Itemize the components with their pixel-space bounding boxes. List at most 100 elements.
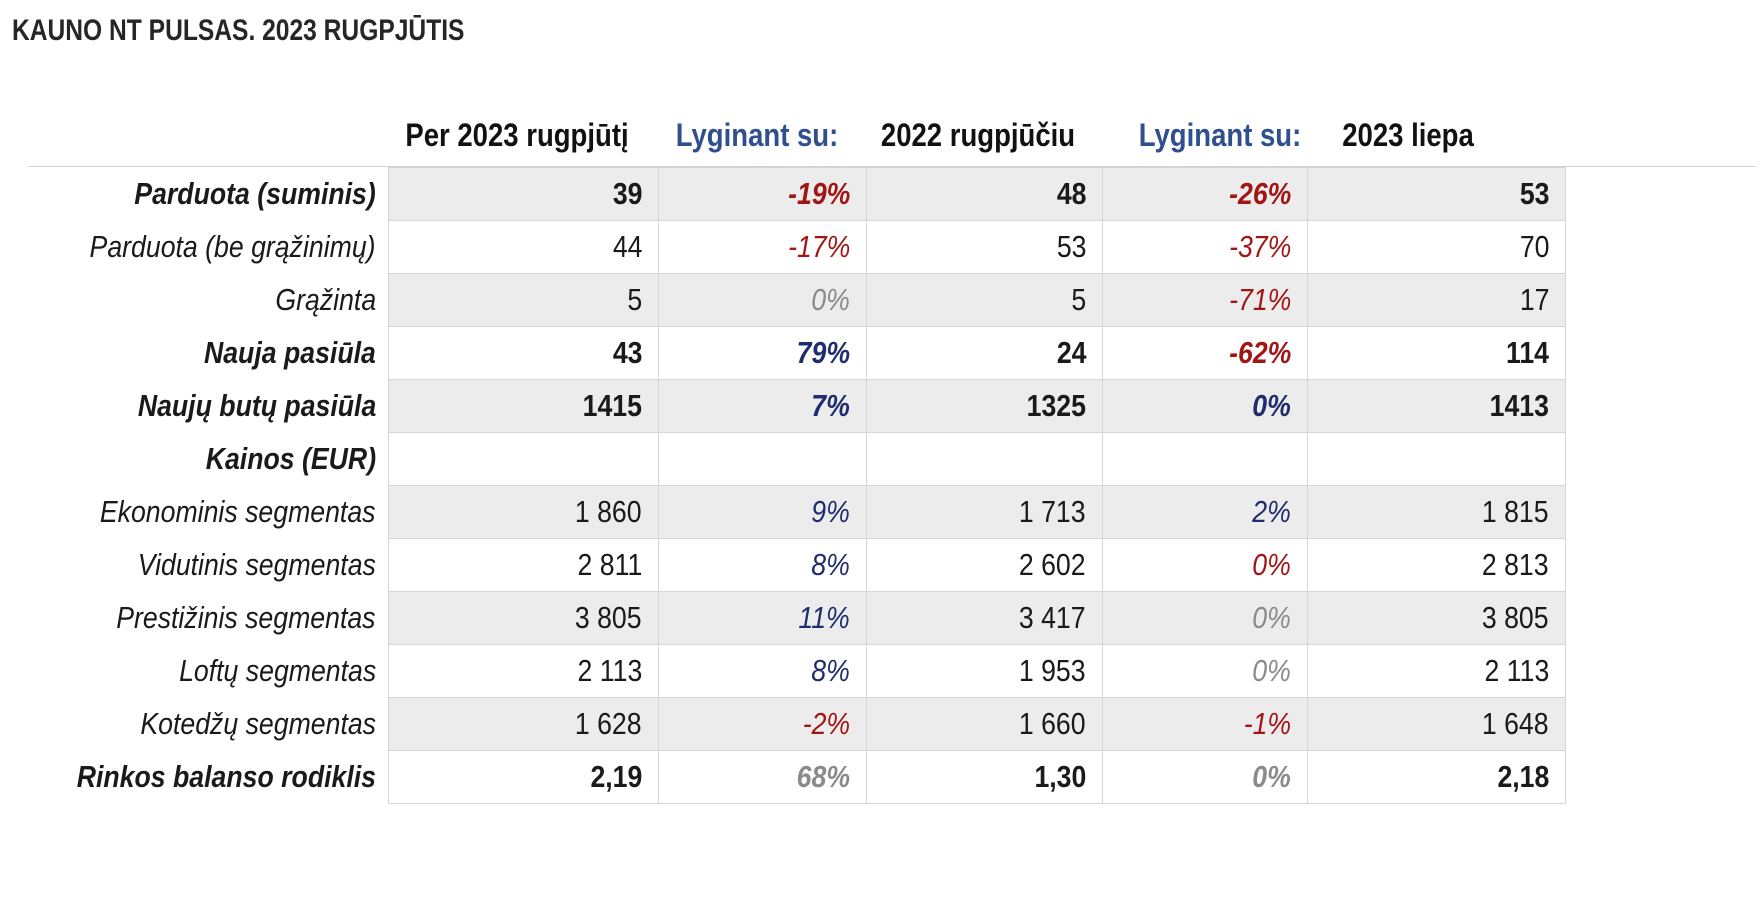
row-label: Parduota (be grąžinimų): [89, 229, 376, 264]
prev-month-value-cell: 2,18: [1306, 750, 1566, 804]
change-vs-prev-year-cell: -2%: [657, 697, 867, 751]
prev-year-value-text: 1 660: [1019, 706, 1086, 741]
change-vs-prev-month-cell: 0%: [1101, 644, 1308, 698]
row-label: Vidutinis segmentas: [137, 547, 376, 582]
change-vs-prev-year-cell: 0%: [657, 273, 867, 327]
row-label: Nauja pasiūla: [204, 335, 376, 370]
prev-year-value-cell: 1 660: [865, 697, 1103, 751]
change-vs-prev-year-text: -17%: [787, 229, 850, 264]
prev-year-value-cell: 1325: [865, 379, 1103, 433]
row-label: Grąžinta: [28, 274, 388, 327]
prev-year-value-text: 24: [1056, 335, 1086, 370]
current-value-cell: 3 805: [387, 591, 659, 645]
table-row: Naujų butų pasiūla 1415 7% 1325 0% 1413: [28, 379, 1566, 433]
change-vs-prev-year-text: 8%: [811, 547, 850, 582]
row-label: Naujų butų pasiūla: [137, 388, 376, 423]
column-header-row: Per 2023 rugpjūtį Lyginant su: 2022 rugp…: [0, 112, 1760, 158]
current-value-text: 3 805: [575, 600, 642, 635]
current-value-cell: 1415: [387, 379, 659, 433]
change-vs-prev-year-cell: 79%: [657, 326, 867, 380]
change-vs-prev-month-cell: -26%: [1101, 167, 1308, 221]
prev-year-value-text: 1325: [1026, 388, 1086, 423]
prev-year-value-cell: [865, 432, 1103, 486]
header-prev-month: 2023 liepa: [1342, 117, 1474, 153]
prev-month-value-cell: [1306, 432, 1566, 486]
prev-year-value-cell: 5: [865, 273, 1103, 327]
change-vs-prev-month-text: -62%: [1228, 335, 1291, 370]
prev-month-value-cell: 2 113: [1306, 644, 1566, 698]
current-value-text: 2 113: [577, 653, 642, 688]
prev-year-value-cell: 53: [865, 220, 1103, 274]
current-value-cell: 39: [387, 167, 659, 221]
prev-year-value-text: 5: [1071, 282, 1086, 317]
table-row: Parduota (be grąžinimų) 44 -17% 53 -37% 70: [28, 220, 1566, 274]
current-value-text: 2 811: [577, 547, 642, 582]
change-vs-prev-month-cell: [1101, 432, 1308, 486]
row-label: Parduota (suminis): [28, 168, 388, 221]
prev-year-value-text: 3 417: [1019, 600, 1086, 635]
current-value-cell: 1 860: [387, 485, 659, 539]
change-vs-prev-month-text: 0%: [1252, 388, 1291, 423]
table-row: Parduota (suminis) 39 -19% 48 -26% 53: [28, 167, 1566, 221]
row-label: Nauja pasiūla: [28, 327, 388, 380]
prev-month-value-cell: 1413: [1306, 379, 1566, 433]
row-label: Kainos (EUR): [205, 441, 376, 476]
prev-month-value-cell: 53: [1306, 167, 1566, 221]
prev-month-value-text: 2,18: [1497, 759, 1549, 794]
change-vs-prev-month-text: 0%: [1252, 759, 1291, 794]
header-compare-2: Lyginant su:: [1138, 117, 1302, 153]
change-vs-prev-year-text: 7%: [811, 388, 850, 423]
row-label: Prestižinis segmentas: [116, 600, 376, 635]
prev-month-value-text: 1 815: [1482, 494, 1549, 529]
prev-year-value-text: 1 713: [1019, 494, 1086, 529]
prev-month-value-cell: 70: [1306, 220, 1566, 274]
prev-year-value-cell: 1,30: [865, 750, 1103, 804]
prev-year-value-cell: 1 713: [865, 485, 1103, 539]
change-vs-prev-month-cell: 0%: [1101, 379, 1308, 433]
table-row: Prestižinis segmentas 3 805 11% 3 417 0% 3 80…: [28, 591, 1566, 645]
prev-year-value-cell: 1 953: [865, 644, 1103, 698]
change-vs-prev-month-text: -1%: [1243, 706, 1291, 741]
table-row: Grąžinta 5 0% 5 -71% 17: [28, 273, 1566, 327]
current-value-text: 1415: [582, 388, 642, 423]
change-vs-prev-month-cell: -1%: [1101, 697, 1308, 751]
change-vs-prev-year-text: -2%: [802, 706, 850, 741]
change-vs-prev-year-text: 8%: [811, 653, 850, 688]
header-prev-year: 2022 rugpjūčiu: [880, 117, 1076, 153]
prev-month-value-text: 70: [1519, 229, 1549, 264]
prev-year-value-text: 1,30: [1034, 759, 1086, 794]
prev-year-value-cell: 3 417: [865, 591, 1103, 645]
change-vs-prev-year-text: 0%: [811, 282, 850, 317]
change-vs-prev-year-cell: 11%: [657, 591, 867, 645]
change-vs-prev-year-cell: 8%: [657, 538, 867, 592]
header-compare-1: Lyginant su:: [675, 117, 839, 153]
change-vs-prev-year-cell: -17%: [657, 220, 867, 274]
prev-year-value-cell: 2 602: [865, 538, 1103, 592]
change-vs-prev-month-text: -71%: [1228, 282, 1291, 317]
change-vs-prev-year-cell: 8%: [657, 644, 867, 698]
table-row: Kainos (EUR): [28, 432, 1566, 486]
table-row: Rinkos balanso rodiklis 2,19 68% 1,30 0% 2,18: [28, 750, 1566, 804]
current-value-text: 5: [627, 282, 642, 317]
change-vs-prev-year-text: 79%: [796, 335, 850, 370]
change-vs-prev-month-text: -37%: [1228, 229, 1291, 264]
change-vs-prev-year-text: -19%: [787, 176, 850, 211]
page-title: KAUNO NT PULSAS. 2023 RUGPJŪTIS: [12, 14, 465, 47]
prev-year-value-text: 53: [1056, 229, 1086, 264]
change-vs-prev-year-cell: 68%: [657, 750, 867, 804]
change-vs-prev-month-cell: 0%: [1101, 750, 1308, 804]
row-label: Prestižinis segmentas: [28, 592, 388, 645]
row-label: Ekonominis segmentas: [28, 486, 388, 539]
prev-year-value-text: 2 602: [1019, 547, 1086, 582]
row-label: Naujų butų pasiūla: [28, 380, 388, 433]
row-label: Rinkos balanso rodiklis: [28, 751, 388, 804]
table-row: Ekonominis segmentas 1 860 9% 1 713 2% 1 815: [28, 485, 1566, 539]
current-value-text: 1 860: [575, 494, 642, 529]
prev-year-value-cell: 48: [865, 167, 1103, 221]
change-vs-prev-month-text: -26%: [1228, 176, 1291, 211]
current-value-text: 2,19: [590, 759, 642, 794]
current-value-cell: [387, 432, 659, 486]
row-label: Vidutinis segmentas: [28, 539, 388, 592]
row-label: Parduota (suminis): [134, 176, 376, 211]
change-vs-prev-month-cell: -37%: [1101, 220, 1308, 274]
